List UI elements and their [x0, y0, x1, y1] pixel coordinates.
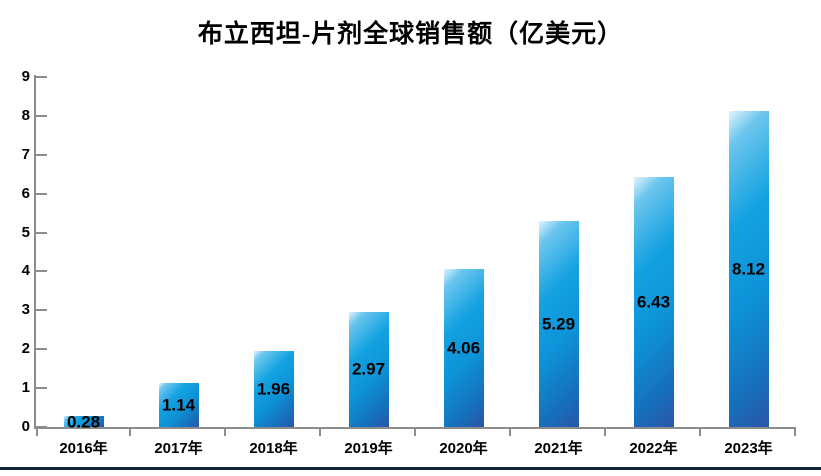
x-axis-tick: [129, 429, 131, 436]
x-axis-tick: [319, 429, 321, 436]
bar-group: 0.28 2016年: [36, 77, 131, 457]
x-axis-tick: [414, 429, 416, 436]
y-axis-tick-label: 5: [21, 223, 30, 241]
x-axis-tick: [509, 429, 511, 436]
chart-title: 布立西坦-片剂全球销售额（亿美元）: [197, 21, 624, 48]
y-axis-tick: [36, 309, 47, 312]
bar-value-label: 8.12: [731, 259, 766, 279]
bar-2017年: [158, 382, 199, 427]
bar-value-label: 1.96: [256, 379, 291, 399]
bar-value-label: 4.06: [446, 338, 481, 358]
bar-2018年: [253, 350, 294, 427]
bar-value-label: 1.14: [161, 395, 196, 415]
bar-2020年: [443, 269, 484, 427]
y-axis-tick: [36, 348, 47, 351]
y-axis-tick: [36, 426, 47, 428]
bar-value-label: 6.43: [636, 292, 671, 312]
bar-2022年: [633, 176, 674, 427]
x-axis-line: [34, 427, 796, 429]
y-axis-tick: [36, 387, 47, 390]
bar-2021年: [538, 221, 579, 427]
bar-2023年: [728, 111, 769, 427]
y-axis-tick: [36, 76, 47, 78]
y-axis-tick-label: 7: [21, 145, 30, 163]
y-axis-tick-label: 2: [21, 340, 30, 358]
x-axis-category-label: 2019年: [344, 440, 393, 457]
y-axis-tick: [36, 153, 47, 156]
bar-group: 6.43 2022年: [606, 77, 701, 457]
x-axis-category-label: 2016年: [59, 440, 108, 457]
bar-group: 2.97 2019年: [321, 77, 416, 457]
x-axis-category-label: 2021年: [534, 440, 583, 457]
x-axis-tick: [794, 429, 796, 436]
y-axis-tick: [36, 192, 47, 195]
bar-group: 4.06 2020年: [416, 77, 511, 457]
plot-area: 0 1 2 3 4 5 6 7 8 9 0.28 2016年 1.14 2017年 1.96 2018年 2.9…: [22, 69, 796, 457]
bar-value-label: 0.28: [66, 412, 101, 432]
x-axis-tick: [224, 429, 226, 436]
x-axis-tick: [604, 429, 606, 436]
bottom-border-line: [0, 467, 821, 470]
x-axis-category-label: 2023年: [724, 440, 773, 457]
bar-group: 8.12 2023年: [701, 77, 796, 457]
x-axis-category-label: 2020年: [439, 440, 488, 457]
y-axis-tick: [36, 270, 47, 273]
y-axis-tick-label: 9: [21, 68, 30, 85]
y-axis-tick-label: 0: [21, 418, 30, 435]
x-axis-category-label: 2017年: [154, 440, 203, 457]
y-axis-line: [34, 75, 36, 429]
y-axis-tick-label: 1: [21, 379, 30, 397]
bar-2016年: [63, 416, 104, 427]
bar-group: 1.14 2017年: [131, 77, 226, 457]
y-axis-tick-label: 6: [21, 184, 30, 202]
bar-2019年: [348, 311, 389, 427]
bar-value-label: 2.97: [351, 359, 386, 379]
x-axis-category-label: 2018年: [249, 440, 298, 457]
x-axis-tick: [699, 429, 701, 436]
y-axis-tick-label: 3: [21, 301, 30, 319]
bar-group: 1.96 2018年: [226, 77, 321, 457]
y-axis-tick: [36, 114, 47, 117]
y-axis-tick-label: 4: [21, 262, 30, 280]
y-axis-tick-label: 8: [21, 106, 30, 124]
bar-group: 5.29 2021年: [511, 77, 606, 457]
x-axis-category-label: 2022年: [629, 440, 678, 457]
x-axis-tick: [36, 429, 38, 436]
y-axis-tick: [36, 231, 47, 234]
bar-value-label: 5.29: [541, 314, 576, 334]
